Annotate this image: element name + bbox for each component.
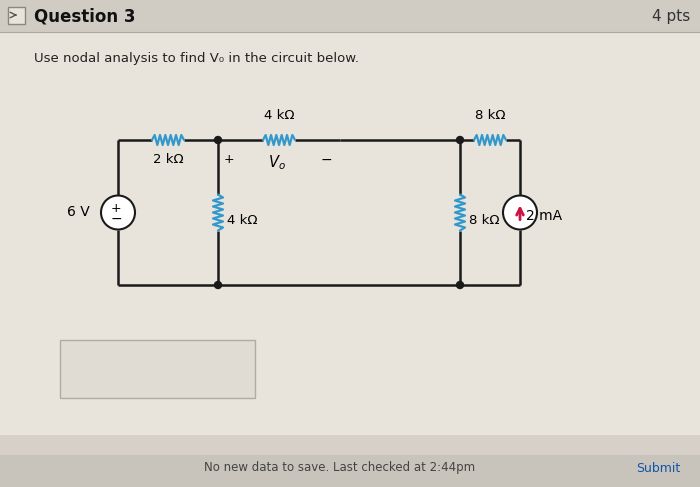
Text: 8 kΩ: 8 kΩ [475,109,505,122]
Text: Use nodal analysis to find V₀ in the circuit below.: Use nodal analysis to find V₀ in the cir… [34,52,359,65]
Text: 8 kΩ: 8 kΩ [469,214,500,227]
Text: Submit: Submit [636,462,680,474]
Bar [8,7,25,24]
Circle shape [456,136,463,144]
Text: +: + [111,202,121,215]
Bar [0,0,700,435]
Circle shape [503,195,537,229]
Circle shape [214,136,221,144]
Text: Question 3: Question 3 [34,7,136,25]
Circle shape [456,281,463,288]
Circle shape [101,195,135,229]
Text: 2 kΩ: 2 kΩ [153,153,183,166]
Text: $V_o$: $V_o$ [268,153,286,172]
Text: 2 mA: 2 mA [526,209,562,224]
Text: −: − [321,153,332,167]
Text: 4 kΩ: 4 kΩ [264,109,294,122]
Text: 4 pts: 4 pts [652,8,690,23]
Text: −: − [110,211,122,225]
Bar [60,340,255,398]
Bar [0,0,700,32]
Text: No new data to save. Last checked at 2:44pm: No new data to save. Last checked at 2:4… [204,462,475,474]
Bar [0,455,700,487]
Text: 6 V: 6 V [67,206,90,220]
Text: +: + [224,153,234,166]
Text: 4 kΩ: 4 kΩ [227,214,258,227]
Circle shape [214,281,221,288]
